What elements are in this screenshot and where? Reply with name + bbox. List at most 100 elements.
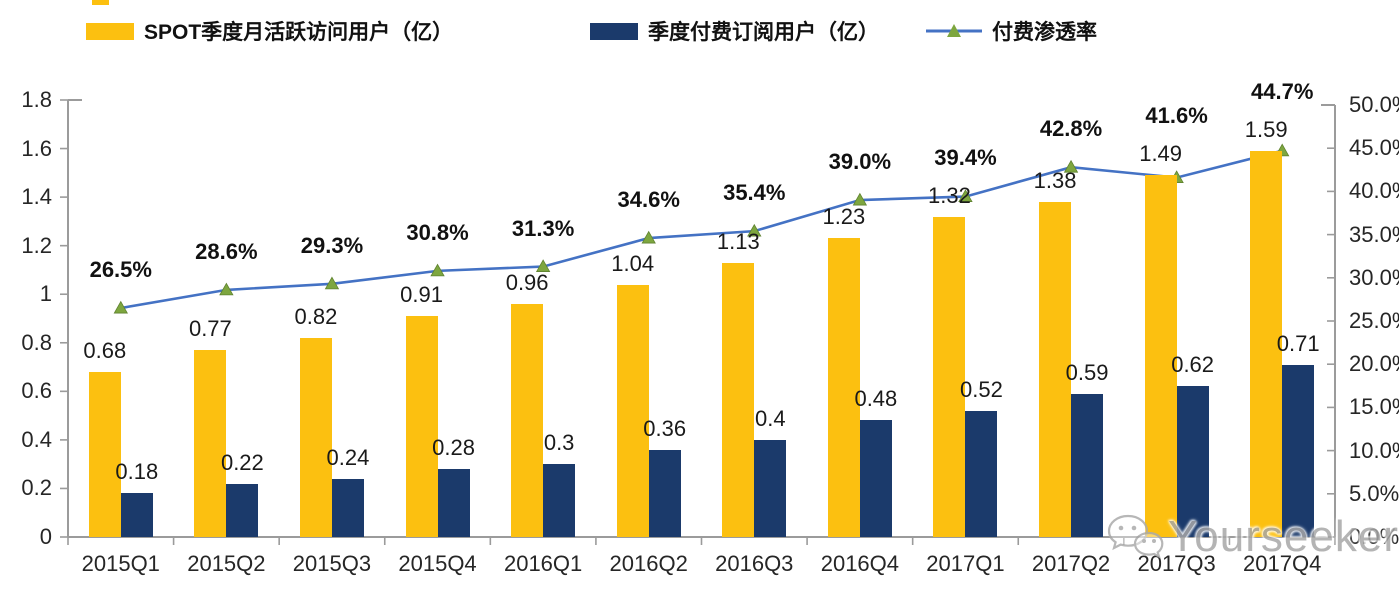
mau-bar-label: 1.59: [1244, 116, 1288, 142]
right-axis-tick-label: 10.0%: [1349, 437, 1399, 463]
subs-bar: [1071, 393, 1104, 537]
left-axis-tick-label: 0: [39, 524, 52, 549]
watermark-text: Yourseeker: [1168, 512, 1399, 561]
subs-bar-label: 0.18: [115, 459, 159, 485]
x-tick-label: 2015Q4: [398, 551, 477, 576]
subs-bar-label: 0.52: [960, 376, 1003, 402]
legend-label-mau: SPOT季度月活跃访问用户（亿）: [144, 21, 454, 44]
mau-bar: [827, 238, 860, 537]
mau-bar-label: 0.82: [294, 303, 338, 329]
subs-bar-label: 0.24: [326, 444, 370, 470]
subs-bar: [754, 439, 787, 537]
right-axis-tick-label: 35.0%: [1349, 221, 1399, 247]
penetration-marker: [430, 263, 445, 277]
mau-bar-label: 1.32: [928, 182, 971, 208]
subs-bar: [1282, 364, 1315, 537]
subs-bar: [859, 420, 892, 537]
mau-bar: [1039, 201, 1072, 537]
subs-bar-label: 0.48: [854, 386, 898, 412]
legend-swatch-subs-icon: [590, 22, 638, 40]
penetration-label: 30.8%: [406, 219, 469, 245]
mau-bar-label: 0.91: [400, 282, 443, 308]
subs-bar-label: 0.71: [1276, 330, 1320, 356]
penetration-marker: [535, 259, 551, 272]
x-tick-label: 2016Q3: [715, 551, 794, 576]
left-axis-tick-label: 0.8: [21, 329, 52, 355]
mau-bar: [194, 350, 227, 537]
right-axis-tick-label: 0.0%: [1349, 524, 1399, 549]
subs-bar-label: 0.28: [432, 435, 475, 461]
penetration-label: 28.6%: [195, 238, 258, 264]
penetration-marker: [324, 276, 340, 290]
subs-bar: [226, 483, 259, 537]
mau-bar: [722, 262, 755, 537]
right-axis-tick-label: 20.0%: [1349, 351, 1399, 377]
subs-bar: [120, 493, 153, 537]
x-tick-label: 2016Q4: [820, 551, 900, 576]
subs-bar: [965, 410, 998, 537]
penetration-marker: [747, 223, 762, 237]
x-tick-label: 2016Q1: [503, 551, 583, 576]
left-axis-tick-label: 0.6: [21, 378, 52, 404]
left-axis-tick-label: 1: [39, 281, 52, 307]
subs-bar-label: 0.3: [543, 430, 575, 456]
penetration-label: 44.7%: [1251, 78, 1314, 104]
penetration-marker: [852, 192, 868, 206]
subs-bar-label: 0.4: [754, 405, 786, 431]
subs-bar: [437, 469, 470, 537]
mau-bar-label: 0.68: [83, 337, 127, 363]
subs-bar-label: 0.59: [1065, 359, 1109, 385]
legend-line-marker-icon: [926, 24, 982, 37]
penetration-label: 39.0%: [828, 149, 892, 175]
mau-bar-label: 0.96: [505, 269, 549, 295]
subs-bar: [648, 449, 681, 537]
mau-bar: [933, 216, 966, 537]
penetration-marker: [1063, 159, 1079, 173]
subs-bar: [1176, 386, 1209, 537]
penetration-label: 39.4%: [934, 144, 997, 170]
penetration-label: 34.6%: [617, 187, 680, 213]
watermark: Yourseeker: [1106, 512, 1399, 562]
mau-bar: [405, 316, 438, 537]
right-axis-tick-label: 45.0%: [1349, 135, 1399, 161]
mau-bar-label: 1.13: [716, 228, 760, 254]
penetration-line: [120, 149, 1283, 310]
mau-bar: [1250, 150, 1283, 537]
right-axis-tick-label: 30.0%: [1349, 264, 1399, 290]
x-tick-label: 2017Q4: [1243, 551, 1322, 576]
legend-item-penetration: 付费渗透率: [926, 16, 1097, 46]
mau-bar: [1144, 175, 1177, 537]
legend-swatch-mau-icon: [86, 22, 134, 40]
legend-label-subs: 季度付费订阅用户（亿）: [648, 21, 879, 44]
penetration-label: 41.6%: [1145, 103, 1208, 129]
left-axis-tick-label: 0.2: [21, 475, 52, 501]
mau-bar-label: 1.49: [1139, 141, 1183, 167]
subs-bar-label: 0.22: [220, 449, 264, 475]
penetration-marker: [113, 300, 128, 314]
right-axis-tick-label: 15.0%: [1349, 394, 1399, 420]
penetration-label: 29.3%: [300, 232, 364, 258]
subs-bar-label: 0.62: [1171, 352, 1215, 378]
left-axis-tick-label: 0.4: [21, 426, 52, 452]
mau-bar-label: 1.04: [611, 250, 655, 276]
penetration-label: 31.3%: [511, 215, 575, 241]
x-tick-label: 2016Q2: [609, 551, 688, 576]
penetration-label: 35.4%: [723, 180, 786, 206]
mau-bar-label: 1.23: [822, 204, 866, 230]
subs-bar-label: 0.36: [643, 415, 687, 441]
right-axis-tick-label: 50.0%: [1349, 92, 1399, 117]
mau-bar: [299, 337, 332, 537]
x-tick-label: 2015Q2: [187, 551, 266, 576]
left-axis-tick-label: 1.8: [21, 87, 52, 112]
x-tick-label: 2015Q1: [81, 551, 160, 576]
x-tick-label: 2017Q1: [926, 551, 1005, 576]
x-tick-label: 2015Q3: [292, 551, 372, 576]
penetration-label: 26.5%: [89, 257, 152, 283]
wechat-icon: [1107, 514, 1164, 559]
legend-item-subs: 季度付费订阅用户（亿）: [590, 16, 879, 46]
subs-bar: [331, 478, 364, 537]
mau-bar: [88, 371, 121, 537]
mau-bar: [511, 303, 544, 537]
